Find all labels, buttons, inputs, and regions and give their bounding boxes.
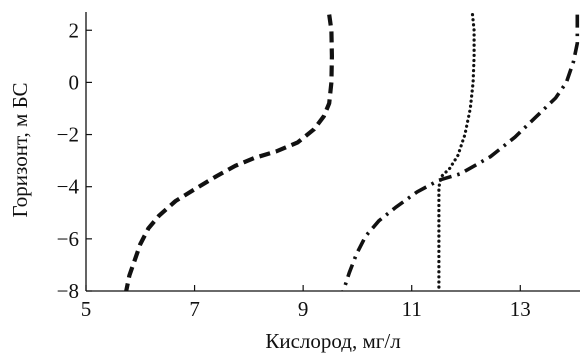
y-tick-label: −6 bbox=[57, 227, 79, 251]
x-tick-label: 5 bbox=[81, 297, 92, 321]
series-dotted-line bbox=[437, 13, 476, 293]
plot-area bbox=[85, 12, 580, 292]
series-layer bbox=[124, 13, 580, 293]
y-tick-label: 0 bbox=[69, 70, 80, 94]
x-tick-label: 9 bbox=[298, 297, 309, 321]
y-tick-label: −4 bbox=[57, 175, 80, 199]
y-axis-ticks: 2 0 −2 −4 −6 −8 bbox=[57, 18, 92, 303]
x-tick-label: 7 bbox=[189, 297, 200, 321]
y-tick-label: 2 bbox=[69, 18, 80, 42]
x-tick-label: 13 bbox=[510, 297, 531, 321]
x-axis-ticks: 5 7 9 11 13 bbox=[81, 285, 531, 321]
x-axis-title: Кислород, мг/л bbox=[265, 329, 400, 353]
y-tick-label: −8 bbox=[57, 279, 79, 303]
series-dashed-line bbox=[124, 14, 334, 292]
y-axis-title: Горизонт, м БС bbox=[8, 82, 32, 217]
x-tick-label: 11 bbox=[402, 297, 422, 321]
y-tick-label: −2 bbox=[57, 123, 79, 147]
series-dash-dot-line bbox=[341, 14, 580, 292]
